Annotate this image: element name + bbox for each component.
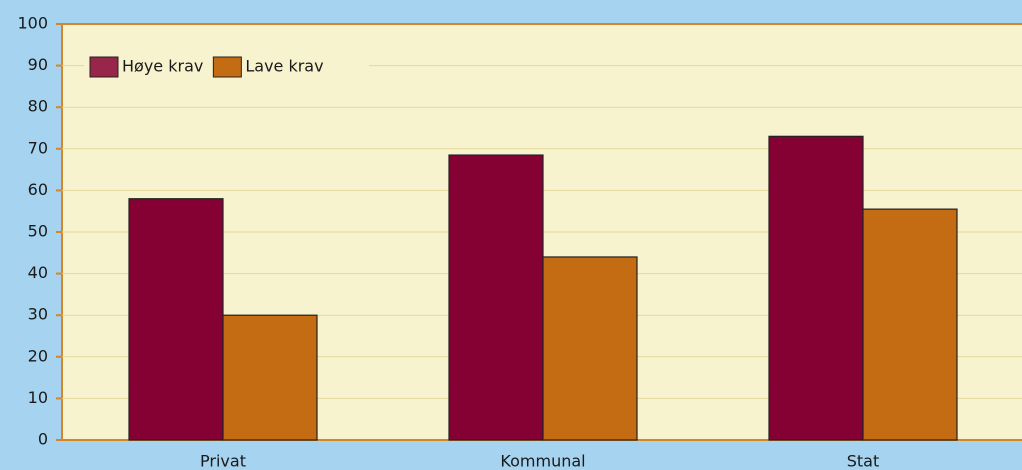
y-tick-label: 10: [28, 388, 48, 407]
bar: [862, 208, 958, 441]
legend-label: Lave krav: [245, 57, 323, 76]
y-tick-label: 90: [28, 55, 48, 74]
bar: [542, 256, 638, 441]
legend-label: Høye krav: [122, 57, 203, 76]
y-tick-label: 30: [28, 305, 48, 324]
bar: [128, 198, 224, 441]
y-tick-label: 0: [38, 430, 48, 449]
y-tick-label: 50: [28, 222, 48, 241]
legend-swatch: [89, 56, 119, 78]
x-tick-label: Privat: [200, 452, 246, 470]
y-tick-label: 80: [28, 97, 48, 116]
bar: [768, 135, 864, 441]
y-tick-label: 70: [28, 138, 48, 157]
legend-swatch: [212, 56, 242, 78]
y-tick-label: 20: [28, 346, 48, 365]
y-tick-label: 40: [28, 263, 48, 282]
bar: [448, 154, 544, 441]
y-tick-label: 100: [17, 14, 48, 33]
x-tick-label: Kommunal: [500, 452, 585, 470]
bar: [222, 314, 318, 441]
y-tick-label: 60: [28, 180, 48, 199]
x-tick-label: Stat: [847, 452, 880, 470]
